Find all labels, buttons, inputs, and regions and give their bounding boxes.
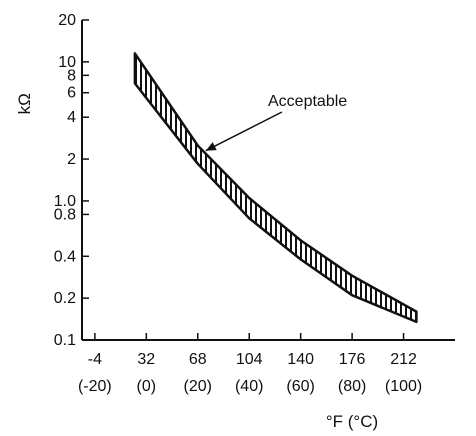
y-tick-label: 20 <box>58 12 76 29</box>
x-tick-label-f: 176 <box>339 351 366 368</box>
x-tick-label-c: (0) <box>137 378 157 395</box>
x-tick-label-f: 212 <box>390 351 417 368</box>
y-tick-label: 8 <box>67 67 76 84</box>
x-tick-label-c: (-20) <box>78 378 112 395</box>
y-axis-title: kΩ <box>15 93 34 114</box>
x-tick-label-c: (20) <box>184 378 212 395</box>
y-tick-label: 2 <box>67 151 76 168</box>
annotation-arrow-line <box>205 111 283 152</box>
y-tick-label: 0.1 <box>54 332 76 349</box>
x-tick-label-f: 68 <box>189 351 207 368</box>
y-tick-label: 1.0 <box>54 193 76 210</box>
annotations: Acceptable <box>205 93 347 152</box>
annotation-arrowhead <box>205 142 217 151</box>
x-tick-label-c: (40) <box>235 378 263 395</box>
y-tick-label: 4 <box>67 109 76 126</box>
x-tick-label-f: 32 <box>137 351 155 368</box>
y-tick-label: 0.8 <box>54 206 76 223</box>
x-axis-title: °F (°C) <box>326 412 378 431</box>
x-tick-label-c: (80) <box>338 378 366 395</box>
y-tick-label: 10 <box>58 54 76 71</box>
x-tick-label-f: 104 <box>236 351 263 368</box>
y-tick-label: 0.4 <box>54 248 76 265</box>
acceptable-band-area <box>133 52 418 324</box>
x-tick-label-c: (100) <box>385 378 422 395</box>
x-tick-label-f: 140 <box>287 351 314 368</box>
y-tick-label: 0.2 <box>54 290 76 307</box>
acceptable-band <box>133 52 418 324</box>
x-ticks: -4 (-20) 32 (0) 68 (20) 104 (40) 140 (60) 176 (80) 2… <box>78 333 422 395</box>
y-tick-label: 6 <box>67 85 76 102</box>
x-tick-label-f: -4 <box>88 351 102 368</box>
x-tick-label-c: (60) <box>286 378 314 395</box>
annotation-label: Acceptable <box>268 93 347 110</box>
axes <box>81 20 455 341</box>
